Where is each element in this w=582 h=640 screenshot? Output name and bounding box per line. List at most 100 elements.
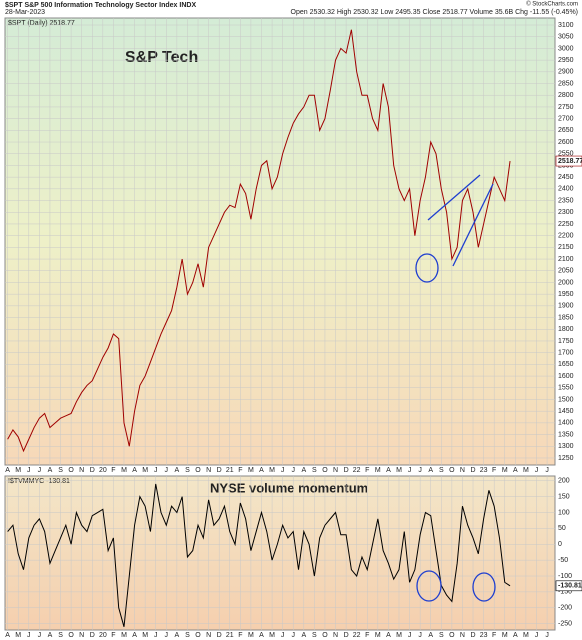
y-tick-label: 2950 xyxy=(558,57,574,64)
x-tick-label: F xyxy=(111,632,115,639)
x-tick-label: D xyxy=(470,632,475,639)
x-tick-label: S xyxy=(312,632,317,639)
x-tick-label: M xyxy=(375,467,381,474)
x-tick-label: F xyxy=(365,467,369,474)
x-tick-label: M xyxy=(142,467,148,474)
x-tick-label: A xyxy=(5,467,10,474)
x-tick-label: 20 xyxy=(99,467,107,474)
x-tick-label: M xyxy=(502,632,508,639)
x-tick-label: N xyxy=(206,467,211,474)
x-tick-label: A xyxy=(132,467,137,474)
y-tick-label: 2000 xyxy=(558,279,574,286)
x-tick-label: N xyxy=(79,467,84,474)
x-tick-label: A xyxy=(5,632,10,639)
x-tick-label: N xyxy=(333,632,338,639)
x-tick-label: M xyxy=(15,632,21,639)
x-tick-label: M xyxy=(248,467,254,474)
x-tick-label: M xyxy=(121,632,127,639)
y-tick-label: 2800 xyxy=(558,92,574,99)
y-tick-label: 2100 xyxy=(558,256,574,263)
x-tick-label: J xyxy=(281,467,285,474)
x-tick-label: D xyxy=(90,467,95,474)
x-tick-label: J xyxy=(38,467,42,474)
x-tick-label: M xyxy=(269,467,275,474)
x-tick-label: S xyxy=(58,467,63,474)
x-tick-label: J xyxy=(408,632,412,639)
x-tick-label: D xyxy=(90,632,95,639)
x-tick-label: N xyxy=(206,632,211,639)
x-tick-label: 23 xyxy=(480,632,488,639)
x-tick-label: J xyxy=(281,632,285,639)
x-tick-label: F xyxy=(238,467,242,474)
legend: $SPT (Daily) 2518.77 xyxy=(8,20,75,27)
x-tick-label: M xyxy=(15,467,21,474)
y-tick-label: 2900 xyxy=(558,69,574,76)
x-tick-label: S xyxy=(58,632,63,639)
x-tick-label: O xyxy=(195,467,201,474)
y-tick-label: 100 xyxy=(558,509,570,516)
header-date: 28-Mar-2023 xyxy=(5,9,45,16)
x-tick-label: O xyxy=(449,632,455,639)
x-tick-label: 21 xyxy=(226,467,234,474)
x-tick-label: A xyxy=(175,632,180,639)
x-tick-label: M xyxy=(142,632,148,639)
x-tick-label: A xyxy=(259,467,264,474)
x-tick-label: J xyxy=(291,632,295,639)
y-tick-label: 1900 xyxy=(558,303,574,310)
y-tick-label: 1600 xyxy=(558,373,574,380)
x-tick-label: M xyxy=(375,632,381,639)
x-tick-label: J xyxy=(38,632,42,639)
x-tick-label: J xyxy=(418,632,422,639)
y-tick-label: 1950 xyxy=(558,291,574,298)
last-value-label: 2518.77 xyxy=(558,158,582,165)
y-tick-label: 3050 xyxy=(558,34,574,41)
y-tick-label: 3100 xyxy=(558,22,574,29)
x-tick-label: M xyxy=(396,632,402,639)
x-tick-label: S xyxy=(185,632,190,639)
y-tick-label: 2400 xyxy=(558,186,574,193)
y-tick-label: 1850 xyxy=(558,314,574,321)
x-tick-label: F xyxy=(492,632,496,639)
x-tick-label: O xyxy=(449,467,455,474)
last-value-box xyxy=(555,580,582,592)
y-tick-label: 1800 xyxy=(558,326,574,333)
x-tick-label: M xyxy=(523,467,529,474)
y-tick-label: 0 xyxy=(558,541,562,548)
x-tick-label: O xyxy=(195,632,201,639)
last-value-box xyxy=(555,155,582,167)
x-tick-label: A xyxy=(513,632,518,639)
y-tick-label: 2600 xyxy=(558,139,574,146)
y-tick-label: 2850 xyxy=(558,80,574,87)
x-tick-label: J xyxy=(535,467,539,474)
y-tick-label: 1550 xyxy=(558,385,574,392)
x-tick-label: M xyxy=(396,467,402,474)
x-tick-label: F xyxy=(492,467,496,474)
panel-background xyxy=(4,475,556,631)
x-tick-label: A xyxy=(513,467,518,474)
annotations xyxy=(415,174,496,602)
y-tick-label: 50 xyxy=(558,525,566,532)
x-tick-label: J xyxy=(27,467,31,474)
x-tick-label: O xyxy=(68,467,74,474)
x-tick-label: N xyxy=(460,467,465,474)
y-tick-label: -250 xyxy=(558,620,572,627)
x-tick-label: S xyxy=(439,632,444,639)
y-tick-label: 2750 xyxy=(558,104,574,111)
y-tick-label: 2350 xyxy=(558,197,574,204)
y-tick-label: 2650 xyxy=(558,127,574,134)
y-tick-label: 2450 xyxy=(558,174,574,181)
header-left: $SPT S&P 500 Information Technology Sect… xyxy=(5,2,196,9)
x-tick-label: M xyxy=(502,467,508,474)
chart-title: S&P Tech xyxy=(125,49,198,66)
x-tick-label: J xyxy=(165,632,169,639)
y-tick-label: 2150 xyxy=(558,244,574,251)
x-tick-label: D xyxy=(344,632,349,639)
x-tick-label: A xyxy=(48,632,53,639)
x-tick-label: 22 xyxy=(353,632,361,639)
x-tick-label: F xyxy=(238,632,242,639)
x-tick-label: F xyxy=(365,632,369,639)
x-tick-label: A xyxy=(428,467,433,474)
y-tick-label: 1750 xyxy=(558,338,574,345)
chart-title: NYSE volume momentum xyxy=(210,480,368,495)
x-tick-label: N xyxy=(460,632,465,639)
